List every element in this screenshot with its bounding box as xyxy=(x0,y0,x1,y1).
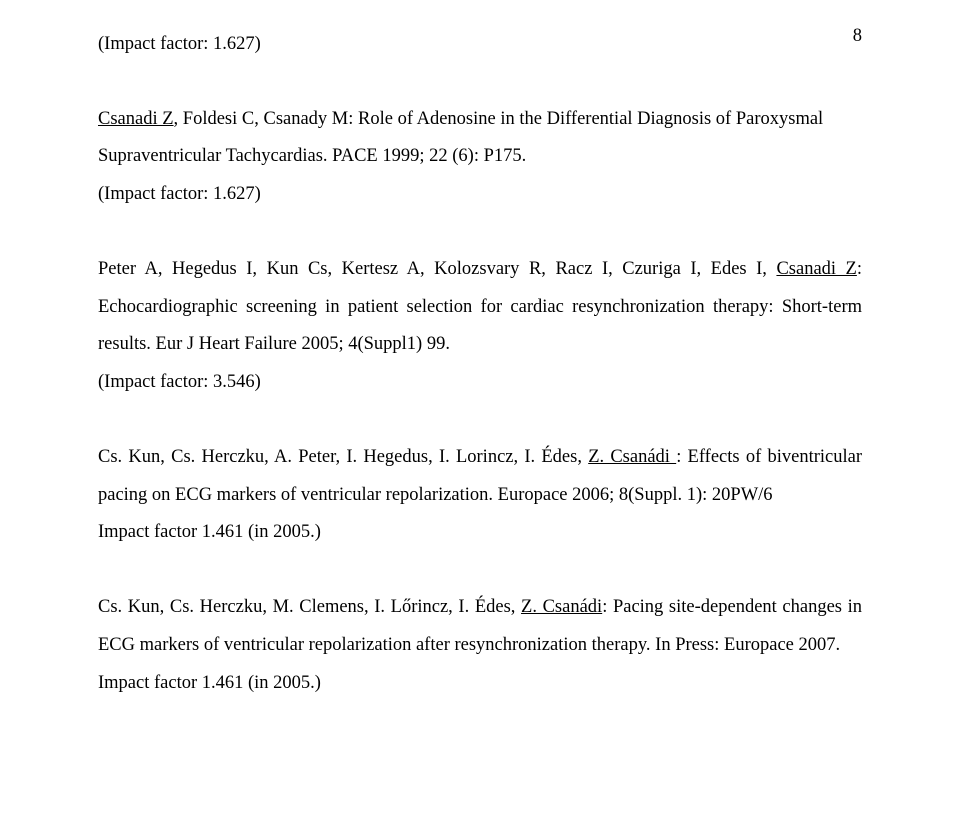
impact-line: (Impact factor: 3.546) xyxy=(98,364,862,402)
reference-entry: (Impact factor: 1.627) Csanadi Z, Foldes… xyxy=(98,26,862,214)
author-underline: Z. Csanádi xyxy=(588,447,676,467)
document-page: 8 (Impact factor: 1.627) Csanadi Z, Fold… xyxy=(0,0,960,819)
reference-text: Cs. Kun, Cs. Herczku, M. Clemens, I. Lőr… xyxy=(98,589,862,664)
author-underline: Z. Csanádi xyxy=(521,597,602,617)
page-number: 8 xyxy=(853,26,862,47)
reference-entry: Cs. Kun, Cs. Herczku, M. Clemens, I. Lőr… xyxy=(98,589,862,702)
author-underline: Csanadi Z xyxy=(776,259,856,279)
impact-line: Impact factor 1.461 (in 2005.) xyxy=(98,514,862,552)
reference-prefix: Cs. Kun, Cs. Herczku, M. Clemens, I. Lőr… xyxy=(98,597,521,617)
reference-entry: Cs. Kun, Cs. Herczku, A. Peter, I. Heged… xyxy=(98,439,862,552)
reference-text: Cs. Kun, Cs. Herczku, A. Peter, I. Heged… xyxy=(98,439,862,514)
impact-line: Impact factor 1.461 (in 2005.) xyxy=(98,665,862,703)
page-content: (Impact factor: 1.627) Csanadi Z, Foldes… xyxy=(98,26,862,702)
reference-body: , Foldesi C, Csanady M: Role of Adenosin… xyxy=(98,109,823,167)
reference-text: Csanadi Z, Foldesi C, Csanady M: Role of… xyxy=(98,101,862,176)
reference-text: Peter A, Hegedus I, Kun Cs, Kertesz A, K… xyxy=(98,251,862,364)
impact-line: (Impact factor: 1.627) xyxy=(98,26,862,64)
reference-prefix: Peter A, Hegedus I, Kun Cs, Kertesz A, K… xyxy=(98,259,776,279)
reference-prefix: Cs. Kun, Cs. Herczku, A. Peter, I. Heged… xyxy=(98,447,588,467)
impact-line: (Impact factor: 1.627) xyxy=(98,176,862,214)
author-underline: Csanadi Z xyxy=(98,109,174,129)
reference-entry: Peter A, Hegedus I, Kun Cs, Kertesz A, K… xyxy=(98,251,862,402)
